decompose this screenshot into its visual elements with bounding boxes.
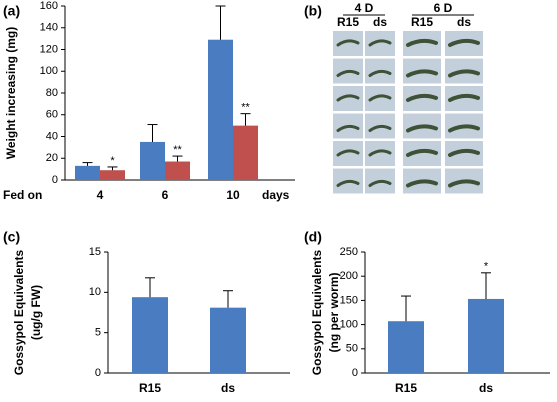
significance-mark: ** [241,102,250,114]
worm [448,69,480,78]
y-tick-label: 160 [40,0,58,12]
panel-label: (a) [3,3,20,19]
worm [448,179,480,188]
y-tick-label: 10 [89,286,101,298]
column-label: R15 [337,15,359,29]
worm [406,38,438,47]
y-tick-label: 200 [340,270,358,282]
x-tick-label: R15 [395,381,417,395]
y-tick-label: 15 [89,246,101,258]
bar [468,298,504,373]
x-tick-label: 10 [226,188,240,202]
worm [336,149,360,157]
error-bar [223,290,233,308]
column-label: R15 [411,15,433,29]
error-bar [147,124,158,142]
panel-label: (b) [304,3,322,19]
bar [75,165,100,180]
y-axis-label: (ug/g FW) [29,285,43,340]
y-tick-label: 40 [46,130,58,142]
worm [406,124,438,133]
error-bar [172,155,183,162]
x-tick-label: 4 [97,188,104,202]
worm [368,179,392,187]
y-tick-label: 0 [52,174,58,186]
bar [100,170,125,180]
worm [336,94,360,102]
bar [233,125,258,180]
error-bar [107,166,118,171]
bar [165,161,190,180]
worm [406,93,438,102]
group-label: 4 D [355,1,374,15]
x-tick-label: ds [479,381,493,395]
significance-mark: ** [173,144,182,156]
column-label: ds [457,15,471,29]
worm [406,179,438,188]
bar [140,141,165,180]
y-tick-label: 100 [340,319,358,331]
y-tick-label: 0 [352,367,358,379]
worm [448,93,480,102]
worm [368,94,392,102]
y-tick-label: 20 [46,152,58,164]
significance-mark: * [484,261,489,273]
worm [368,69,392,77]
y-tick-label: 5 [95,327,101,339]
error-bar [82,162,93,166]
significance-mark: * [110,155,115,167]
bar [388,321,424,373]
worm [336,69,360,77]
worm [448,148,480,157]
worm [368,149,392,157]
x-axis-label: Fed on [3,188,42,202]
worm [406,148,438,157]
x-axis-label: days [262,188,290,202]
error-bar [401,295,411,322]
x-tick-label: ds [221,381,235,395]
y-tick-label: 150 [340,294,358,306]
error-bar [215,5,226,40]
worm [336,124,360,132]
y-axis-label: (ng per worm) [327,272,341,352]
column-label: ds [373,15,387,29]
panel-label: (d) [304,229,322,245]
y-tick-label: 100 [40,65,58,77]
y-tick-label: 120 [40,43,58,55]
x-tick-label: R15 [139,381,161,395]
y-tick-label: 140 [40,22,58,34]
bar [132,297,168,373]
error-bar [481,272,491,299]
worm [368,124,392,132]
group-label: 6 D [434,1,453,15]
y-tick-label: 50 [346,343,358,355]
bar [210,307,246,373]
worm [406,69,438,78]
worm [336,179,360,187]
y-axis-label: Gossypol Equivalents [310,249,324,375]
y-tick-label: 0 [95,367,101,379]
y-tick-label: 60 [46,109,58,121]
y-tick-label: 250 [340,246,358,258]
panel-label: (c) [3,229,20,245]
worm [368,39,392,47]
x-tick-label: 6 [162,188,169,202]
y-tick-label: 80 [46,87,58,99]
y-axis-label: Weight increasing (mg) [4,27,18,159]
worm [336,39,360,47]
error-bar [240,113,251,126]
bar [208,39,233,181]
y-axis-label: Gossypol Equivalents [12,249,26,375]
error-bar [145,277,155,298]
worm [448,38,480,47]
worm [448,124,480,133]
